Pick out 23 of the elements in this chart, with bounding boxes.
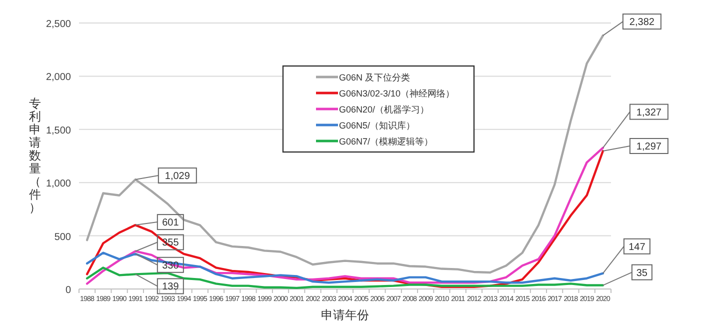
y-tick-label: 2,000 <box>46 72 72 84</box>
y-tick-label: 2,500 <box>46 19 72 30</box>
x-axis-title: 申请年份 <box>321 308 369 322</box>
y-tick-label: 500 <box>54 232 72 243</box>
legend-label: G06N20/（机器学习） <box>339 104 430 114</box>
annotation: 1,029 <box>164 171 190 182</box>
legend-label: G06N5/（知识库） <box>339 120 416 130</box>
annotation: 147 <box>628 242 646 253</box>
text: 专利申请数量（件） <box>29 96 41 214</box>
annotation: 139 <box>162 282 180 293</box>
annotation: 35 <box>636 268 648 279</box>
line-series <box>86 34 604 274</box>
line-series <box>86 252 604 284</box>
legend-label: G06N 及下位分类 <box>339 72 410 82</box>
annotation: 1,327 <box>636 107 662 118</box>
y-tick-label: 0 <box>65 285 72 296</box>
legend-label: G06N7/（模糊逻辑等） <box>339 136 434 146</box>
legend-label: G06N3/02-3/10（神经网络） <box>339 88 455 98</box>
y-tick-label: 1,000 <box>46 178 72 190</box>
annotation: 601 <box>162 218 180 229</box>
y-tick-label: 1,500 <box>46 125 72 136</box>
annotation: 1,297 <box>636 142 662 152</box>
annotation: 2,382 <box>629 17 655 28</box>
